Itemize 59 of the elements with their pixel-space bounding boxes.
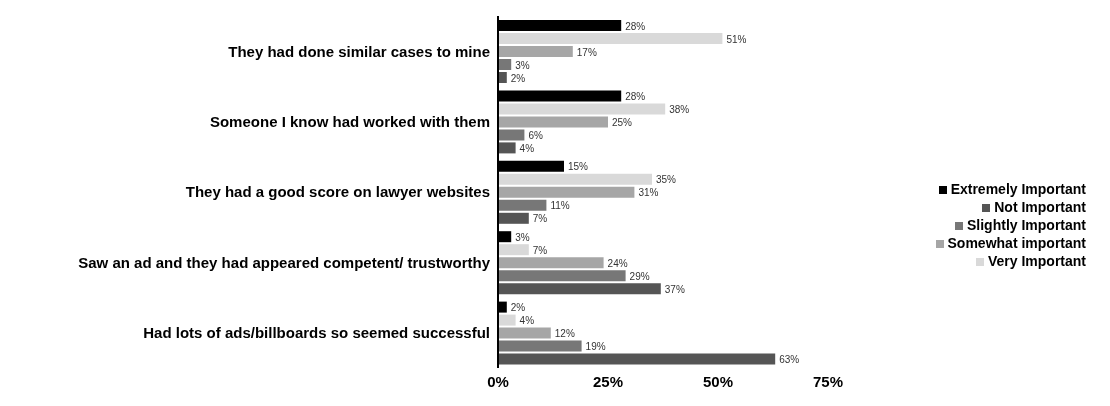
data-label: 24% <box>607 257 628 269</box>
bar <box>498 46 573 57</box>
data-label: 12% <box>554 328 575 340</box>
bar <box>498 257 604 269</box>
y-tick-label: Had lots of ads/billboards so seemed successful <box>143 324 490 342</box>
data-label: 15% <box>568 161 589 173</box>
bar <box>498 353 776 365</box>
legend-label: Extremely Important <box>950 181 1086 197</box>
data-label: 28% <box>625 90 646 102</box>
bar <box>498 212 529 224</box>
bar <box>498 116 608 128</box>
bar <box>498 244 529 256</box>
data-label: 63% <box>779 354 800 366</box>
bar <box>498 314 516 326</box>
data-label: 4% <box>519 142 535 154</box>
y-tick-label: They had a good score on lawyer websites <box>185 183 490 201</box>
data-label: 4% <box>519 315 535 327</box>
data-label: 3% <box>515 59 530 71</box>
bar <box>498 72 507 83</box>
bar <box>498 103 666 115</box>
data-label: 7% <box>532 244 548 256</box>
data-label: 3% <box>515 231 530 243</box>
data-label: 28% <box>625 20 646 32</box>
legend-label: Slightly Important <box>967 217 1086 233</box>
bar <box>498 59 512 70</box>
bar <box>498 186 635 198</box>
y-tick-label: Someone I know had worked with them <box>209 112 490 130</box>
data-label: 37% <box>664 283 685 295</box>
bar <box>498 33 723 44</box>
y-tick-label: They had done similar cases to mine <box>228 42 490 60</box>
bar <box>498 327 551 339</box>
data-label: 2% <box>510 302 526 314</box>
data-label: 2% <box>510 72 526 84</box>
legend-label: Very Important <box>987 253 1086 269</box>
y-tick-label: Saw an ad and they had appeared competent/ trustworthy <box>78 253 491 271</box>
data-label: 25% <box>612 116 633 128</box>
data-label: 35% <box>656 174 677 186</box>
x-tick-label: 75% <box>812 372 844 390</box>
data-label: 7% <box>532 213 548 225</box>
data-label: 11% <box>550 200 570 212</box>
data-label: 51% <box>726 33 747 45</box>
bar <box>498 283 661 295</box>
bar <box>498 173 652 185</box>
data-label: 17% <box>576 46 597 58</box>
data-label: 31% <box>638 187 659 199</box>
bar <box>498 270 626 282</box>
x-tick-label: 0% <box>487 372 509 390</box>
data-label: 6% <box>528 129 543 141</box>
data-label: 29% <box>629 270 650 282</box>
bar <box>498 340 582 352</box>
bar <box>498 199 547 211</box>
legend-label: Not Important <box>994 199 1086 215</box>
bar <box>498 129 525 141</box>
data-label: 19% <box>585 341 606 353</box>
x-tick-label: 25% <box>592 372 624 390</box>
x-tick-label: 50% <box>702 372 734 390</box>
legend-label: Somewhat important <box>947 235 1086 251</box>
data-label: 38% <box>669 103 690 115</box>
bar <box>498 142 516 154</box>
